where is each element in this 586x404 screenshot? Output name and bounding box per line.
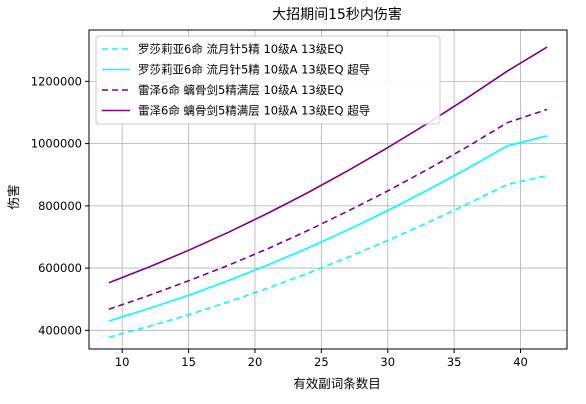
x-tick-label: 30 [380,355,395,369]
legend-label: 雷泽6命 螭骨剑5精满层 10级A 13级EQ [138,83,344,97]
y-tick-label: 600000 [38,261,82,275]
x-tick-label: 25 [314,355,329,369]
x-tick-label: 35 [447,355,462,369]
chart-title: 大招期间15秒内伤害 [272,7,402,23]
series-line-4 [108,46,548,284]
axis-ticks: 10 15 20 25 30 35 40 400000 600000 800000 1000000 1… [31,74,528,369]
legend: 罗莎莉亚6命 流月针5精 10级A 13级EQ 罗莎莉亚6命 流月针5精 10级A… [95,35,441,125]
legend-label: 罗莎莉亚6命 流月针5精 10级A 13级EQ 超导 [138,63,370,77]
y-tick-label: 400000 [38,323,82,337]
series-line-2 [108,135,548,322]
series-line-3 [108,108,548,310]
legend-box [95,35,441,125]
x-axis-title: 有效副词条数目 [293,376,381,391]
x-tick-label: 20 [248,355,263,369]
y-axis-title: 伤害 [6,184,21,209]
y-tick-label: 1200000 [31,74,82,88]
x-tick-label: 40 [513,355,528,369]
legend-label: 罗莎莉亚6命 流月针5精 10级A 13级EQ [138,42,344,56]
plot-frame [88,29,568,350]
x-tick-label: 15 [181,355,196,369]
y-tick-label: 1000000 [31,137,82,151]
y-tick-label: 800000 [38,199,82,213]
legend-label: 雷泽6命 螭骨剑5精满层 10级A 13级EQ 超导 [138,104,370,118]
x-tick-label: 10 [115,355,130,369]
series-lines [108,46,548,338]
series-line-1 [108,174,548,338]
